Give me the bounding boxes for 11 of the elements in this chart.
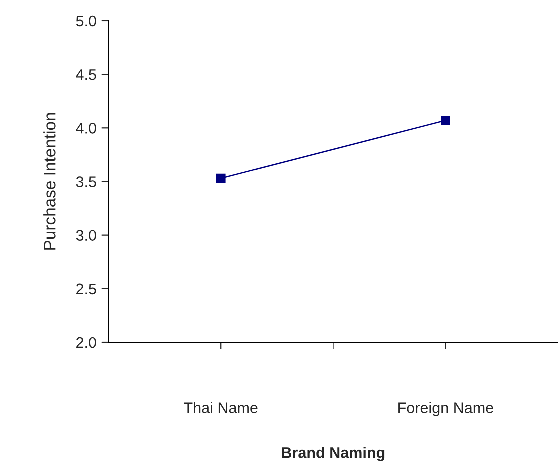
- y-tick-label: 4.0: [76, 123, 96, 134]
- x-axis-title: Brand Naming: [282, 447, 385, 462]
- y-tick-label: 4.5: [76, 70, 96, 80]
- y-tick-label: 2.0: [76, 337, 96, 348]
- y-tick-label: 2.5: [76, 284, 96, 295]
- y-axis-title: Purchase Intention: [44, 113, 56, 250]
- x-tick-label: Thai Name: [184, 402, 258, 414]
- y-tick-label: 5.0: [76, 16, 96, 27]
- y-tick-label: 3.0: [76, 230, 96, 242]
- y-tick-label: 3.5: [76, 176, 96, 188]
- x-tick-label: Foreign Name: [398, 402, 494, 416]
